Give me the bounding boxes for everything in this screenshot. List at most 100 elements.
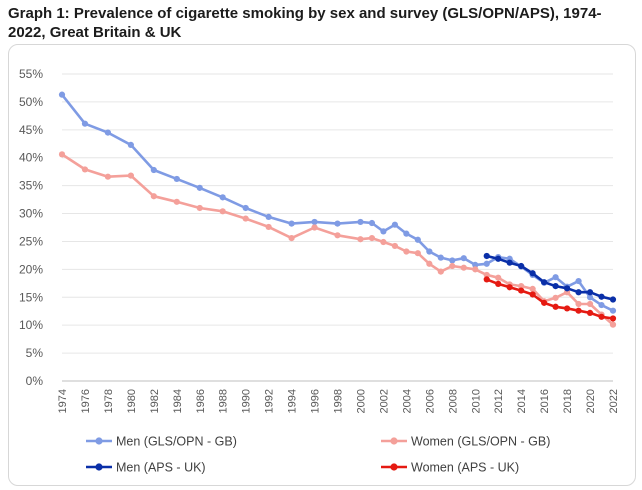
- data-point: [529, 291, 536, 298]
- x-tick-label: 2022: [608, 389, 620, 413]
- data-point: [426, 248, 433, 255]
- data-point: [437, 254, 444, 261]
- data-point: [563, 305, 571, 312]
- data-point: [495, 255, 502, 262]
- data-point: [483, 252, 490, 260]
- data-point: [586, 309, 594, 317]
- data-point: [506, 259, 513, 266]
- data-point: [541, 279, 548, 286]
- x-tick-label: 1988: [218, 389, 230, 413]
- data-point: [173, 175, 180, 183]
- x-tick-label: 2020: [585, 389, 597, 413]
- legend-item: Women (APS - UK): [381, 461, 519, 475]
- y-tick-label: 10%: [19, 318, 43, 332]
- data-point: [288, 235, 295, 242]
- data-point: [449, 257, 456, 264]
- x-axis-ticks: 1974 1976 1978 1980 1982 1984 1986 1988 1990 1992…: [57, 389, 620, 413]
- data-point: [506, 284, 513, 291]
- x-tick-label: 2010: [470, 389, 482, 413]
- data-point: [196, 204, 203, 212]
- y-tick-label: 40%: [19, 151, 43, 165]
- data-point: [460, 255, 467, 262]
- data-point: [150, 166, 157, 174]
- x-tick-label: 2000: [355, 389, 367, 413]
- legend-item: Men (GLS/OPN - GB): [86, 435, 237, 449]
- data-point: [81, 166, 89, 173]
- y-tick-label: 5%: [26, 346, 44, 360]
- data-point: [391, 221, 398, 228]
- data-point: [380, 238, 387, 246]
- data-point: [437, 268, 444, 275]
- data-point: [391, 242, 398, 250]
- data-point: [552, 283, 559, 290]
- series-line-1: [60, 93, 615, 312]
- x-tick-label: 1990: [241, 389, 253, 413]
- data-point: [472, 266, 479, 273]
- y-tick-label: 55%: [19, 67, 43, 81]
- data-point: [483, 260, 490, 267]
- data-point: [575, 277, 582, 285]
- y-tick-label: 50%: [19, 95, 43, 109]
- data-point: [483, 271, 490, 279]
- x-tick-label: 2016: [539, 389, 551, 413]
- x-tick-label: 2004: [401, 389, 413, 413]
- data-point: [219, 208, 226, 215]
- legend-item: Men (APS - UK): [86, 461, 206, 475]
- data-point: [529, 270, 536, 277]
- data-point: [380, 228, 387, 235]
- data-point: [127, 172, 134, 179]
- data-point: [173, 198, 180, 205]
- data-point: [104, 129, 112, 136]
- data-point: [104, 173, 112, 180]
- legend-label: Men (GLS/OPN - GB): [116, 435, 237, 449]
- data-point: [552, 274, 559, 281]
- y-tick-label: 0%: [26, 374, 44, 388]
- data-point: [518, 283, 525, 290]
- data-point: [460, 264, 467, 271]
- legend-item: Women (GLS/OPN - GB): [381, 435, 550, 449]
- data-point: [586, 294, 594, 301]
- data-point: [58, 91, 66, 98]
- data-point: [495, 280, 502, 287]
- data-point: [586, 300, 594, 308]
- data-point: [609, 315, 617, 322]
- legend: Men (GLS/OPN - GB) Women (GLS/OPN - GB) Me…: [86, 435, 550, 475]
- data-point: [529, 285, 536, 292]
- legend-label: Women (GLS/OPN - GB): [411, 435, 550, 449]
- data-point: [242, 204, 249, 212]
- y-tick-label: 20%: [19, 262, 43, 276]
- data-point: [311, 224, 318, 231]
- data-point: [265, 213, 272, 220]
- data-point: [58, 151, 66, 158]
- data-point: [609, 321, 617, 328]
- data-point: [368, 235, 376, 242]
- y-tick-label: 15%: [19, 290, 43, 304]
- chart-frame: [8, 44, 636, 486]
- x-tick-label: 1986: [195, 389, 207, 413]
- x-tick-label: 1992: [264, 389, 276, 413]
- data-point: [598, 293, 605, 300]
- data-point: [414, 250, 421, 257]
- x-tick-label: 1978: [103, 389, 115, 413]
- data-point: [598, 313, 605, 320]
- x-tick-label: 2012: [493, 389, 505, 413]
- data-point: [575, 289, 582, 296]
- x-tick-label: 1994: [287, 389, 299, 413]
- data-point: [357, 218, 364, 226]
- x-tick-label: 2014: [516, 389, 528, 413]
- data-point: [334, 220, 341, 227]
- legend-swatch-marker: [390, 437, 398, 445]
- data-point: [196, 184, 203, 191]
- data-point: [575, 307, 582, 314]
- data-point: [368, 219, 376, 227]
- x-tick-label: 1974: [57, 389, 69, 413]
- data-point: [495, 274, 502, 281]
- legend-label: Men (APS - UK): [116, 461, 206, 475]
- data-point: [403, 248, 410, 255]
- y-tick-label: 30%: [19, 207, 43, 221]
- data-point: [563, 285, 571, 292]
- x-tick-label: 1976: [80, 389, 92, 413]
- data-point: [219, 194, 226, 201]
- legend-swatch-marker: [390, 463, 398, 471]
